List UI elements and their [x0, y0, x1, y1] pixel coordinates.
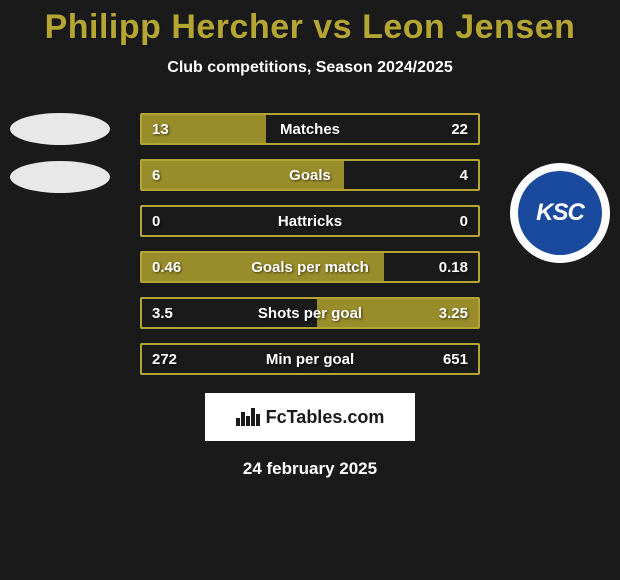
stat-row: 3.53.25Shots per goal — [140, 297, 480, 329]
player-left-badge-1 — [10, 113, 110, 145]
bars-icon — [236, 408, 260, 426]
stat-row: 64Goals — [140, 159, 480, 191]
content-area: KSC 1322Matches 64Goals 00Hattricks 0.460.1… — [0, 113, 620, 479]
stat-label: Matches — [142, 115, 478, 143]
stat-row: 00Hattricks — [140, 205, 480, 237]
stat-row: 0.460.18Goals per match — [140, 251, 480, 283]
player-right-badge: KSC — [508, 163, 612, 263]
player-left-badge-2 — [10, 161, 110, 193]
comparison-card: Philipp Hercher vs Leon Jensen Club comp… — [0, 0, 620, 580]
ksc-logo: KSC — [510, 163, 610, 263]
subtitle: Club competitions, Season 2024/2025 — [0, 59, 620, 77]
date-text: 24 february 2025 — [0, 459, 620, 479]
stats-bars: 1322Matches 64Goals 00Hattricks 0.460.18Goa… — [140, 113, 480, 375]
page-title: Philipp Hercher vs Leon Jensen — [0, 8, 620, 47]
brand-text: FcTables.com — [266, 407, 385, 428]
brand-badge: FcTables.com — [205, 393, 415, 441]
stat-label: Shots per goal — [142, 299, 478, 327]
stat-label: Goals — [142, 161, 478, 189]
stat-label: Min per goal — [142, 345, 478, 373]
player-left-badges — [8, 113, 112, 193]
stat-row: 1322Matches — [140, 113, 480, 145]
stat-label: Goals per match — [142, 253, 478, 281]
ksc-logo-text: KSC — [518, 171, 602, 255]
stat-label: Hattricks — [142, 207, 478, 235]
stat-row: 272651Min per goal — [140, 343, 480, 375]
